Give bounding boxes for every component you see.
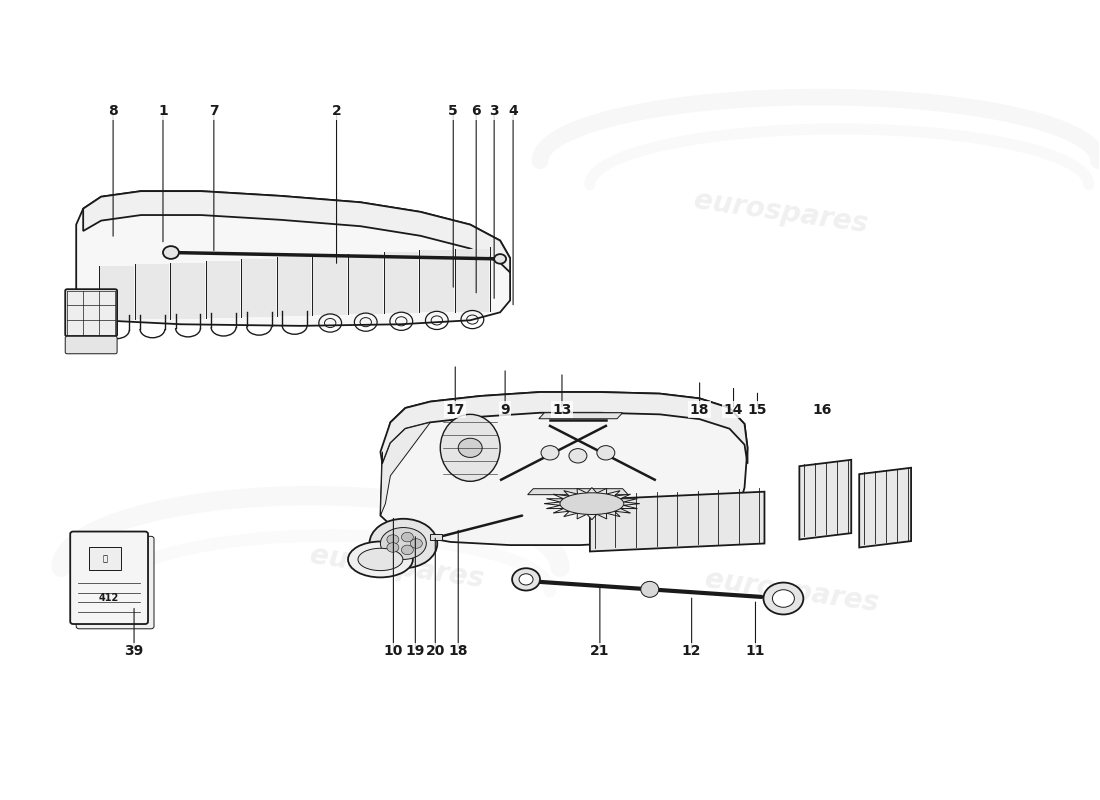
Ellipse shape <box>358 548 403 570</box>
Bar <box>100 266 134 320</box>
Circle shape <box>410 538 422 548</box>
Circle shape <box>387 534 399 544</box>
FancyBboxPatch shape <box>70 531 148 624</box>
Text: 16: 16 <box>813 402 832 417</box>
Text: 15: 15 <box>748 402 767 417</box>
Polygon shape <box>590 492 764 551</box>
FancyBboxPatch shape <box>65 289 117 336</box>
Text: 10: 10 <box>384 644 403 658</box>
Text: 5: 5 <box>449 105 458 118</box>
Circle shape <box>402 545 414 554</box>
Bar <box>385 252 418 314</box>
Ellipse shape <box>348 542 412 578</box>
Circle shape <box>541 446 559 460</box>
Text: 7: 7 <box>209 105 219 118</box>
Polygon shape <box>800 460 851 539</box>
Bar <box>430 534 442 540</box>
Polygon shape <box>381 392 748 545</box>
Ellipse shape <box>763 582 803 614</box>
Text: 14: 14 <box>724 402 744 417</box>
Circle shape <box>402 532 414 542</box>
Ellipse shape <box>560 493 624 514</box>
Text: 19: 19 <box>406 644 425 658</box>
Ellipse shape <box>519 574 534 585</box>
Circle shape <box>163 246 179 259</box>
Text: 11: 11 <box>746 644 766 658</box>
Ellipse shape <box>370 518 438 568</box>
Circle shape <box>459 438 482 458</box>
Text: 1: 1 <box>158 105 168 118</box>
Text: 12: 12 <box>682 644 702 658</box>
Polygon shape <box>381 422 430 515</box>
Text: 3: 3 <box>490 105 499 118</box>
Ellipse shape <box>440 414 500 482</box>
Ellipse shape <box>641 582 659 598</box>
Bar <box>135 264 169 319</box>
Text: 18: 18 <box>449 644 468 658</box>
Text: 8: 8 <box>108 105 118 118</box>
Text: eurospares: eurospares <box>308 542 485 594</box>
Bar <box>455 249 490 311</box>
Text: eurospares: eurospares <box>692 186 869 238</box>
FancyBboxPatch shape <box>65 336 117 354</box>
Text: 4: 4 <box>508 105 518 118</box>
Text: 2: 2 <box>332 105 341 118</box>
Bar <box>242 259 276 317</box>
Polygon shape <box>859 468 911 547</box>
Circle shape <box>494 254 506 264</box>
Bar <box>349 254 383 314</box>
Text: 13: 13 <box>552 402 572 417</box>
Polygon shape <box>528 489 628 494</box>
Polygon shape <box>84 191 510 273</box>
Circle shape <box>387 542 399 552</box>
Polygon shape <box>544 487 640 520</box>
Polygon shape <box>76 191 510 326</box>
Text: eurospares: eurospares <box>703 566 880 618</box>
Polygon shape <box>539 413 623 418</box>
Text: 17: 17 <box>446 402 465 417</box>
FancyBboxPatch shape <box>76 536 154 629</box>
Text: 18: 18 <box>690 402 710 417</box>
Ellipse shape <box>381 527 427 559</box>
Circle shape <box>597 446 615 460</box>
Bar <box>278 258 311 316</box>
Bar <box>89 547 121 570</box>
Text: 9: 9 <box>500 402 510 417</box>
Text: 39: 39 <box>124 644 144 658</box>
Text: 🐎: 🐎 <box>102 554 108 563</box>
Ellipse shape <box>513 568 540 590</box>
Text: 20: 20 <box>426 644 446 658</box>
Circle shape <box>569 449 587 463</box>
Bar <box>172 262 205 318</box>
Text: eurospares: eurospares <box>204 186 381 238</box>
Ellipse shape <box>772 590 794 607</box>
Text: 412: 412 <box>99 593 119 602</box>
Text: 21: 21 <box>590 644 609 658</box>
Bar <box>420 250 453 313</box>
Bar <box>207 261 240 318</box>
Bar <box>314 256 346 315</box>
Polygon shape <box>381 392 748 464</box>
Text: 6: 6 <box>472 105 481 118</box>
